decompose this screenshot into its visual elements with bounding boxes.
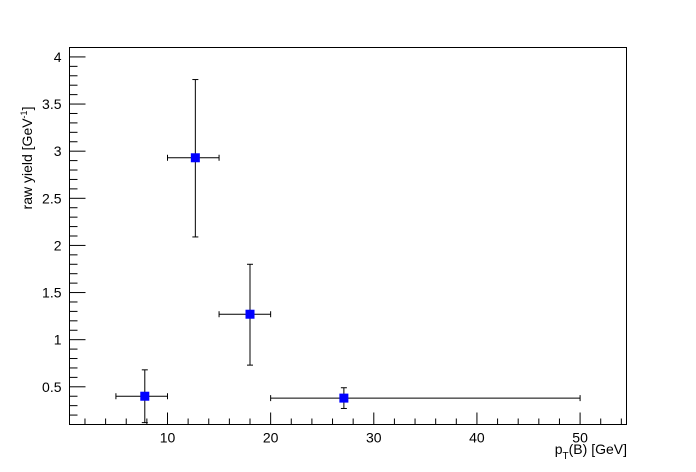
x-axis-ticks: 10 20 30 40 50 — [84, 412, 622, 446]
y-tick-label: 1 — [54, 332, 62, 348]
x-tick-label: 50 — [572, 430, 588, 446]
data-point-marker — [190, 153, 200, 163]
data-point-group — [115, 369, 168, 424]
data-point-group — [166, 79, 220, 238]
frame — [69, 47, 627, 425]
y-axis-title-sup: -1 — [19, 110, 29, 118]
y-axis-title: raw yield [GeV-1] — [19, 107, 35, 210]
y-tick-label: 3 — [54, 143, 62, 159]
data-point-group — [270, 387, 581, 409]
data-point-marker — [339, 393, 349, 403]
x-tick-label: 10 — [160, 430, 176, 446]
data-point-marker — [245, 309, 255, 319]
y-tick-label: 0.5 — [42, 379, 62, 395]
y-axis-title-end: ] — [19, 107, 35, 111]
y-tick-label: 4 — [54, 49, 62, 65]
x-tick-label: 30 — [366, 430, 382, 446]
y-axis-title-main: raw yield [GeV — [19, 118, 35, 210]
y-tick-label: 1.5 — [42, 285, 62, 301]
y-axis-ticks: 0.5 1 1.5 2 2.5 3 3.5 4 — [42, 47, 86, 416]
y-tick-label: 2 — [54, 237, 62, 253]
x-axis-title-main: p — [555, 441, 563, 457]
x-axis-title-rest: (B) [GeV] — [569, 441, 627, 457]
data-point-group — [218, 263, 272, 366]
x-tick-label: 40 — [469, 430, 485, 446]
x-axis-title-sub: T — [563, 451, 569, 462]
y-tick-label: 2.5 — [42, 190, 62, 206]
data-point-marker — [140, 391, 150, 401]
x-axis-title: pT(B) [GeV] — [555, 441, 627, 462]
y-tick-label: 3.5 — [42, 96, 62, 112]
x-tick-label: 20 — [263, 430, 279, 446]
data-series — [115, 79, 581, 424]
